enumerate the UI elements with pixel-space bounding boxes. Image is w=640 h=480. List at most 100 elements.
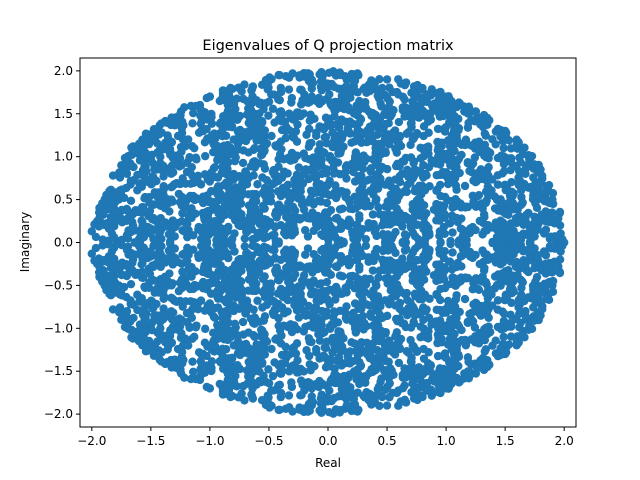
data-point [298, 178, 308, 188]
data-point [440, 229, 449, 238]
data-point [465, 309, 474, 319]
data-point [406, 223, 416, 233]
data-point [436, 180, 445, 190]
data-point [548, 287, 558, 296]
data-point [202, 239, 212, 248]
y-tick-label: −1.5 [44, 364, 73, 378]
data-point [400, 395, 409, 404]
data-point [365, 353, 374, 363]
data-point [424, 253, 433, 262]
data-point [406, 335, 415, 345]
data-point [400, 107, 409, 117]
data-point [419, 344, 428, 354]
data-point [351, 272, 360, 281]
data-point [246, 116, 256, 126]
data-point [146, 229, 155, 238]
data-point [284, 321, 293, 331]
data-point [468, 285, 477, 294]
data-point [342, 75, 351, 84]
data-point [323, 294, 332, 304]
data-point [126, 180, 135, 189]
data-point [276, 87, 286, 97]
data-point [520, 333, 529, 342]
data-point [507, 298, 516, 308]
data-point [321, 268, 330, 277]
data-point [117, 161, 126, 170]
data-point [481, 345, 490, 354]
data-point [436, 238, 445, 248]
y-tick-label: −1.0 [44, 321, 73, 335]
data-point [299, 205, 309, 214]
data-point [375, 74, 384, 84]
data-point [493, 124, 503, 134]
data-point [350, 177, 360, 186]
data-point [342, 302, 351, 311]
data-point [412, 129, 422, 138]
data-point [355, 211, 364, 220]
data-point [218, 344, 227, 354]
data-point [373, 184, 383, 193]
data-point [257, 326, 267, 335]
data-point [541, 269, 550, 278]
data-point [447, 345, 457, 354]
data-point [481, 131, 490, 140]
data-point [174, 189, 184, 199]
data-point [230, 247, 239, 256]
data-point [410, 272, 420, 282]
data-point [475, 216, 484, 226]
data-point [410, 289, 420, 299]
data-point [170, 244, 179, 253]
data-point [230, 319, 240, 329]
data-point [114, 284, 124, 293]
data-point [303, 232, 313, 241]
data-point [147, 180, 156, 189]
data-point [107, 270, 117, 280]
data-point [302, 346, 311, 355]
data-point [133, 146, 143, 156]
data-point [87, 227, 97, 236]
data-point [148, 304, 157, 313]
data-point [440, 283, 450, 293]
data-point [207, 253, 217, 263]
data-point [424, 223, 433, 232]
data-point [337, 361, 346, 370]
data-point [134, 139, 144, 149]
data-point [232, 382, 241, 391]
data-point [291, 215, 300, 224]
data-point [351, 370, 361, 379]
data-point [361, 241, 371, 251]
data-point [362, 176, 371, 185]
data-point [235, 83, 244, 93]
data-point [133, 305, 142, 315]
data-point [400, 230, 410, 239]
data-point [185, 323, 194, 332]
data-point [371, 316, 380, 325]
data-point [341, 379, 351, 388]
data-point [352, 346, 362, 356]
data-point [392, 272, 402, 281]
data-point [112, 240, 121, 249]
data-point [115, 212, 125, 222]
data-point [378, 255, 387, 264]
data-point [402, 129, 411, 138]
data-point [258, 303, 267, 312]
data-point [441, 384, 451, 393]
data-point [256, 344, 266, 353]
data-point [214, 254, 224, 263]
data-point [314, 382, 324, 392]
data-point [204, 229, 214, 238]
data-point [271, 254, 280, 263]
data-point [341, 192, 350, 202]
data-point [106, 263, 116, 273]
data-point [246, 314, 256, 323]
data-point [499, 159, 509, 169]
data-point [373, 292, 383, 301]
data-point [268, 167, 278, 177]
data-point [243, 97, 252, 106]
data-point [443, 304, 452, 314]
data-point [409, 317, 418, 327]
data-point [304, 142, 314, 151]
data-point [492, 232, 502, 242]
data-point [176, 131, 186, 140]
data-point [224, 318, 233, 327]
